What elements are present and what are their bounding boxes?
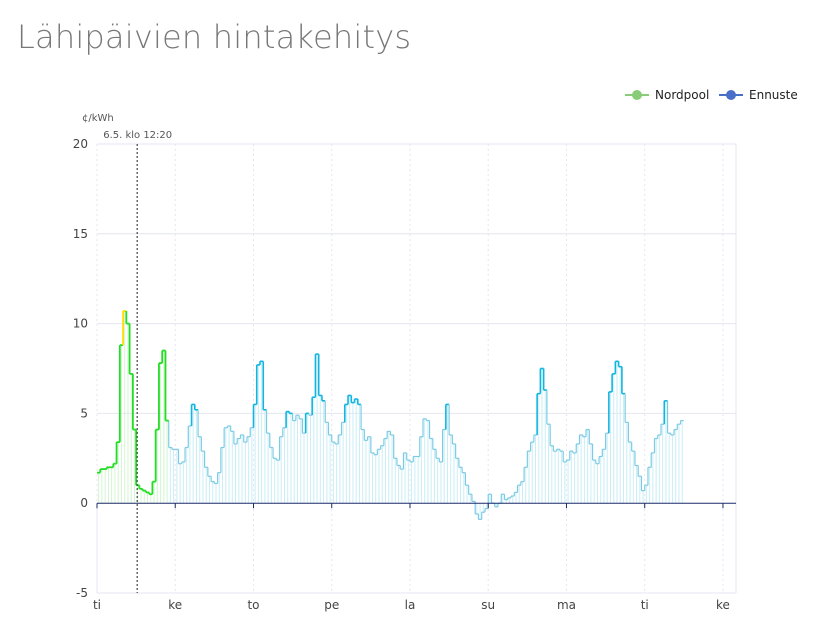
legend-ennuste-marker [726,90,736,100]
page-title: Lähipäivien hintakehitys [17,18,412,56]
legend-ennuste-label: Ennuste [749,88,798,102]
y-tick-label: -5 [76,586,88,600]
now-label: 6.5. klo 12:20 [103,130,172,141]
x-tick-label: ke [168,598,182,612]
now-marker: 6.5. klo 12:20 [103,130,172,593]
legend-nordpool-marker [632,90,642,100]
y-tick-label: 10 [73,317,88,331]
series [97,310,684,520]
legend-item-ennuste[interactable]: Ennuste [719,88,798,102]
legend[interactable]: Nordpool Ennuste [625,88,798,102]
x-tick-label: ti [641,598,649,612]
y-tick-label: 15 [73,227,88,241]
x-tick-label: su [481,598,495,612]
x-tick-label: ma [557,598,576,612]
x-tick-label: ke [716,598,730,612]
y-tick-label: 5 [80,406,88,420]
x-tick-label: la [405,598,416,612]
y-tick-label: 20 [73,137,88,151]
legend-item-nordpool[interactable]: Nordpool [625,88,709,102]
grid [96,143,737,594]
x-tick-label: ti [93,598,101,612]
x-tick-label: pe [324,598,339,612]
forecast-fill [98,311,683,520]
y-axis-unit-label: ¢/kWh [82,113,114,124]
axes: -5 0 5 10 15 20 ti ke to pe la su ma ti ke [73,137,736,612]
legend-nordpool-label: Nordpool [655,88,709,102]
y-tick-label: 0 [80,496,88,510]
x-tick-label: to [247,598,259,612]
